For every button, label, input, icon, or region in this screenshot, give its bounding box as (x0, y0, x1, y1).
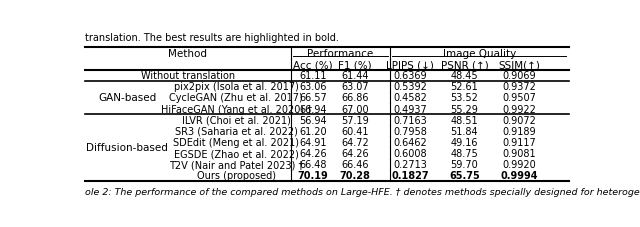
Text: 61.20: 61.20 (300, 126, 327, 136)
Text: 63.06: 63.06 (300, 82, 327, 92)
Text: 66.86: 66.86 (342, 93, 369, 103)
Text: 0.9189: 0.9189 (502, 126, 536, 136)
Text: 0.9372: 0.9372 (502, 82, 536, 92)
Text: 53.52: 53.52 (451, 93, 478, 103)
Text: ole 2: The performance of the compared methods on Large-HFE. † denotes methods s: ole 2: The performance of the compared m… (85, 187, 640, 196)
Text: 0.6462: 0.6462 (393, 137, 427, 147)
Text: 0.1827: 0.1827 (391, 170, 429, 180)
Text: SDEdit (Meng et al. 2021): SDEdit (Meng et al. 2021) (173, 137, 300, 147)
Text: 0.4582: 0.4582 (393, 93, 427, 103)
Text: SSIM(↑): SSIM(↑) (498, 60, 540, 70)
Text: 0.6369: 0.6369 (393, 71, 427, 81)
Text: 64.26: 64.26 (342, 148, 369, 158)
Text: 0.9081: 0.9081 (502, 148, 536, 158)
Text: EGSDE (Zhao et al. 2022): EGSDE (Zhao et al. 2022) (174, 148, 299, 158)
Text: 0.4937: 0.4937 (393, 104, 427, 114)
Text: 65.75: 65.75 (449, 170, 480, 180)
Text: 0.9994: 0.9994 (500, 170, 538, 180)
Text: Image Quality: Image Quality (443, 49, 516, 59)
Text: 63.07: 63.07 (342, 82, 369, 92)
Text: HiFaceGAN (Yang et al. 2020) †: HiFaceGAN (Yang et al. 2020) † (161, 104, 312, 114)
Text: 48.45: 48.45 (451, 71, 478, 81)
Text: 0.5392: 0.5392 (393, 82, 427, 92)
Text: 64.26: 64.26 (300, 148, 327, 158)
Text: 70.19: 70.19 (298, 170, 328, 180)
Text: 66.48: 66.48 (300, 160, 327, 169)
Text: Without translation: Without translation (141, 71, 235, 81)
Text: 52.61: 52.61 (451, 82, 478, 92)
Text: 60.41: 60.41 (342, 126, 369, 136)
Text: 0.6008: 0.6008 (393, 148, 427, 158)
Text: T2V (Nair and Patel 2023) †: T2V (Nair and Patel 2023) † (169, 160, 303, 169)
Text: 0.9507: 0.9507 (502, 93, 536, 103)
Text: 0.9117: 0.9117 (502, 137, 536, 147)
Text: 0.9072: 0.9072 (502, 115, 536, 125)
Text: 66.57: 66.57 (300, 93, 327, 103)
Text: F1 (%): F1 (%) (339, 60, 372, 70)
Text: 59.70: 59.70 (451, 160, 478, 169)
Text: 66.46: 66.46 (342, 160, 369, 169)
Text: pix2pix (Isola et al. 2017): pix2pix (Isola et al. 2017) (174, 82, 299, 92)
Text: 66.94: 66.94 (300, 104, 327, 114)
Text: 0.7163: 0.7163 (393, 115, 427, 125)
Text: 55.29: 55.29 (451, 104, 478, 114)
Text: 70.28: 70.28 (340, 170, 371, 180)
Text: 49.16: 49.16 (451, 137, 478, 147)
Text: 64.91: 64.91 (300, 137, 327, 147)
Text: 61.44: 61.44 (342, 71, 369, 81)
Text: 67.00: 67.00 (342, 104, 369, 114)
Text: 48.51: 48.51 (451, 115, 478, 125)
Text: 0.9922: 0.9922 (502, 104, 536, 114)
Text: 51.84: 51.84 (451, 126, 478, 136)
Text: 0.9069: 0.9069 (502, 71, 536, 81)
Text: Ours (proposed): Ours (proposed) (196, 170, 276, 180)
Text: 61.11: 61.11 (300, 71, 327, 81)
Text: ILVR (Choi et al. 2021): ILVR (Choi et al. 2021) (182, 115, 291, 125)
Text: 0.9920: 0.9920 (502, 160, 536, 169)
Text: 56.94: 56.94 (300, 115, 327, 125)
Text: 64.72: 64.72 (341, 137, 369, 147)
Text: Method: Method (168, 49, 207, 59)
Text: translation. The best results are highlighted in bold.: translation. The best results are highli… (85, 32, 339, 42)
Text: 0.7958: 0.7958 (393, 126, 427, 136)
Text: LPIPS (↓): LPIPS (↓) (386, 60, 434, 70)
Text: PSNR (↑): PSNR (↑) (440, 60, 488, 70)
Text: Performance: Performance (307, 49, 374, 59)
Text: Acc (%): Acc (%) (293, 60, 333, 70)
Text: SR3 (Saharia et al. 2022): SR3 (Saharia et al. 2022) (175, 126, 298, 136)
Text: GAN-based: GAN-based (98, 93, 156, 103)
Text: 57.19: 57.19 (341, 115, 369, 125)
Text: CycleGAN (Zhu et al. 2017): CycleGAN (Zhu et al. 2017) (170, 93, 303, 103)
Text: Diffusion-based: Diffusion-based (86, 143, 168, 153)
Text: 48.75: 48.75 (451, 148, 478, 158)
Text: 0.2713: 0.2713 (393, 160, 427, 169)
